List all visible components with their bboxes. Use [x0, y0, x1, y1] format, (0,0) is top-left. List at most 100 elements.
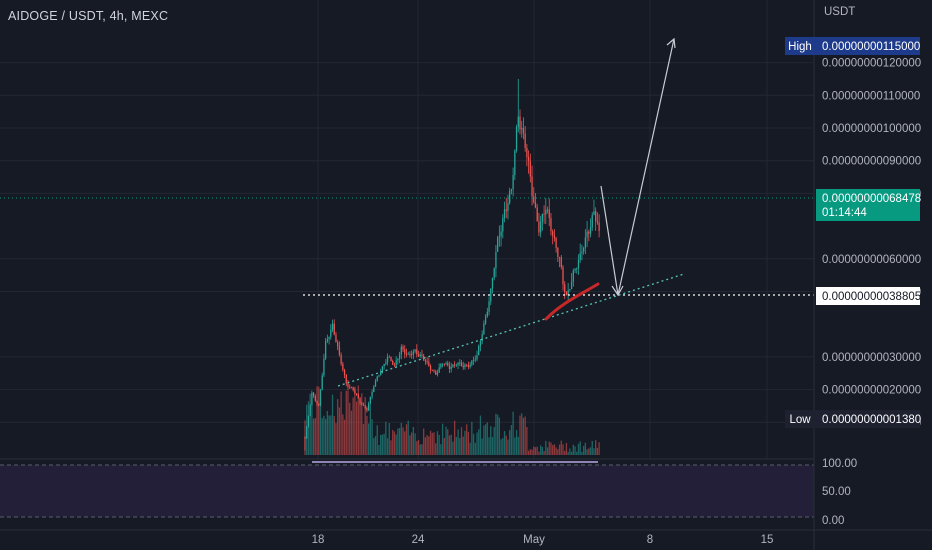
volume-bar — [589, 447, 592, 455]
volume-bar — [352, 397, 354, 455]
volume-bar — [426, 435, 428, 455]
candle-body — [383, 363, 385, 367]
candle-body — [558, 256, 561, 258]
volume-bar — [519, 415, 521, 455]
candle-body — [533, 196, 535, 203]
volume-bar — [381, 434, 384, 455]
candle-body — [352, 387, 354, 391]
volume-bar — [362, 424, 365, 455]
candle-body — [366, 407, 368, 411]
volume-bar — [347, 390, 349, 455]
candle-body — [524, 133, 526, 148]
candle-body — [307, 415, 310, 427]
candle-body — [562, 267, 564, 285]
candle-body — [526, 147, 528, 158]
candle-body — [546, 209, 549, 211]
candle-body — [500, 231, 502, 237]
volume-bar — [555, 447, 557, 455]
symbol-title[interactable]: AIDOGE / USDT, 4h, MEXC — [8, 9, 169, 23]
candle-body — [448, 365, 451, 369]
volume-bar — [572, 444, 574, 455]
volume-bar — [550, 442, 552, 455]
volume-bar — [395, 434, 397, 455]
volume-bar — [496, 414, 499, 455]
candle-body — [474, 359, 476, 361]
time-tick-18: 18 — [312, 534, 325, 546]
volume-bar — [386, 438, 389, 455]
osc-tick-0: 0.00 — [822, 515, 844, 527]
volume-bar — [393, 431, 396, 455]
volume-bar — [457, 429, 459, 455]
candle-body — [409, 354, 411, 355]
candle-body — [359, 398, 361, 404]
volume-bar — [560, 440, 562, 455]
volume-bar — [526, 427, 528, 455]
candle-body — [478, 345, 480, 356]
volume-bar — [546, 447, 549, 455]
volume-bar — [553, 444, 556, 455]
volume-bar — [376, 425, 378, 455]
time-tick-24: 24 — [412, 534, 425, 546]
volume-bar — [598, 442, 600, 455]
volume-bar — [354, 386, 356, 455]
candle-body — [569, 289, 571, 291]
volume-bar — [398, 428, 401, 455]
volume-bar — [500, 439, 502, 455]
candle-body — [450, 366, 452, 369]
volume-bar — [357, 385, 359, 455]
candle-body — [486, 311, 488, 317]
candle-body — [431, 369, 433, 371]
volume-bar — [577, 443, 580, 455]
volume-bar — [380, 434, 382, 455]
candle-body — [591, 215, 593, 228]
candle-body — [572, 270, 574, 282]
candle-body — [412, 351, 415, 355]
candle-body — [593, 211, 595, 216]
candle-body — [314, 395, 316, 401]
volume-bar — [330, 415, 332, 455]
volume-bar — [343, 419, 346, 455]
volume-bar — [367, 423, 370, 455]
candle-body — [577, 259, 580, 269]
volume-bar — [397, 428, 399, 455]
volume-bar — [416, 441, 418, 455]
candlestick-series — [304, 78, 600, 451]
candle-body — [440, 364, 442, 368]
volume-bar — [321, 418, 323, 455]
candle-body — [324, 340, 327, 359]
volume-bar — [522, 417, 525, 455]
volume-bar — [326, 410, 329, 455]
volume-bar — [502, 438, 504, 455]
volume-bar — [383, 433, 385, 455]
volume-bar — [538, 451, 540, 455]
volume-bar — [541, 446, 544, 455]
candle-body — [550, 217, 552, 232]
volume-bar — [414, 433, 416, 455]
candle-body — [531, 176, 533, 197]
candle-body — [428, 361, 430, 366]
price-tick-label: 0.00000000060000 — [822, 254, 921, 266]
candle-body — [374, 380, 377, 387]
volume-bar — [469, 442, 471, 455]
volume-bar — [536, 446, 538, 455]
brush-curve[interactable] — [544, 282, 600, 321]
candle-body — [455, 364, 458, 366]
candle-body — [560, 257, 562, 268]
candle-body — [596, 221, 599, 223]
volume-bar — [483, 425, 485, 455]
candle-body — [376, 376, 378, 381]
volume-bar — [548, 441, 550, 455]
candle-body — [407, 354, 409, 355]
candle-body — [488, 301, 490, 312]
candle-body — [452, 364, 454, 367]
candle-body — [491, 277, 494, 289]
low-value-box — [816, 410, 920, 428]
candle-body — [476, 355, 478, 360]
volume-bars — [304, 385, 600, 455]
volume-bar — [428, 436, 430, 455]
candle-body — [395, 360, 397, 366]
trend-line[interactable] — [337, 273, 685, 387]
candle-body — [464, 364, 466, 368]
volume-bar — [582, 445, 585, 455]
